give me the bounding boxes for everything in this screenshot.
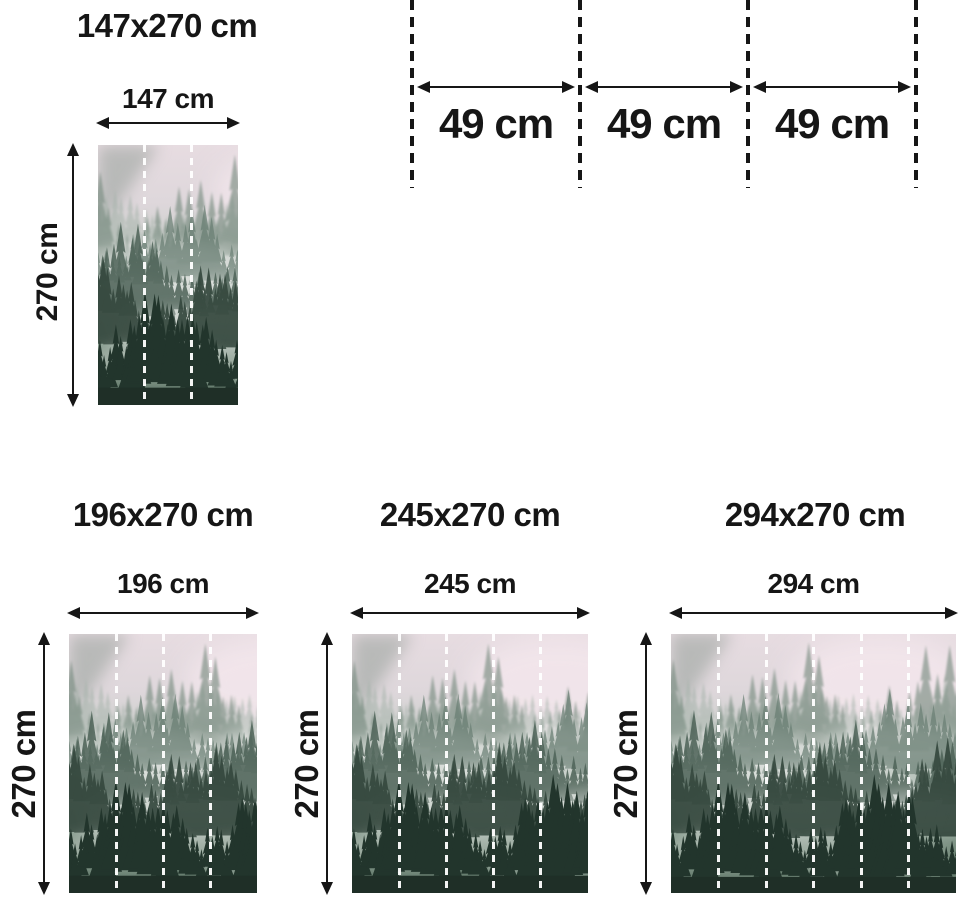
horizontal-arrow-icon xyxy=(753,81,911,93)
vertical-arrow-icon xyxy=(38,632,50,895)
panel-cut-line xyxy=(914,0,918,188)
variant-title-147: 147x270 cm xyxy=(76,7,258,44)
horizontal-arrow-icon xyxy=(67,607,259,619)
mural-preview-294 xyxy=(671,634,956,893)
vertical-arrow-icon xyxy=(321,632,333,895)
panel-seam-line xyxy=(907,634,910,893)
variant-title-245: 245x270 cm xyxy=(379,496,561,533)
vertical-arrow-icon xyxy=(67,143,79,407)
panel-seam-line xyxy=(812,634,815,893)
panel-seam-line xyxy=(764,634,768,893)
panel-cut-line xyxy=(746,0,750,188)
foggy-forest-image xyxy=(98,145,238,405)
panel-seam-line xyxy=(492,634,496,893)
vertical-arrow-icon xyxy=(640,632,652,895)
panel-seam-line xyxy=(143,145,147,405)
panel-seam-line xyxy=(444,634,448,893)
mural-preview-245 xyxy=(352,634,588,893)
width-label-196: 196 cm xyxy=(117,568,209,599)
panel-seam-line xyxy=(189,145,193,405)
height-label-147: 270 cm xyxy=(31,222,64,322)
panel-cut-line xyxy=(578,0,582,188)
variant-title-196: 196x270 cm xyxy=(72,496,254,533)
width-label-245: 245 cm xyxy=(424,568,516,599)
panel-seam-line xyxy=(114,634,118,893)
width-label-294: 294 cm xyxy=(767,568,860,599)
panel-seam-line xyxy=(859,634,863,893)
panel-seam-line xyxy=(539,634,543,893)
foggy-forest-image xyxy=(352,634,588,893)
segment-width-label: 49 cm xyxy=(606,100,722,147)
width-label-147: 147 cm xyxy=(122,83,214,114)
height-label-294: 270 cm xyxy=(607,709,644,819)
segment-width-label: 49 cm xyxy=(438,100,554,147)
panel-seam-line xyxy=(161,634,165,893)
height-label-245: 270 cm xyxy=(288,709,325,819)
horizontal-arrow-icon xyxy=(669,607,958,619)
horizontal-arrow-icon xyxy=(350,607,590,619)
horizontal-arrow-icon xyxy=(96,117,240,129)
panel-seam-line xyxy=(397,634,401,893)
mural-preview-147 xyxy=(98,145,238,405)
panel-cut-line xyxy=(410,0,414,188)
height-label-196: 270 cm xyxy=(5,709,42,819)
mural-preview-196 xyxy=(69,634,257,893)
panel-seam-line xyxy=(717,634,720,893)
horizontal-arrow-icon xyxy=(417,81,575,93)
variant-title-294: 294x270 cm xyxy=(724,496,906,533)
horizontal-arrow-icon xyxy=(585,81,743,93)
segment-width-label: 49 cm xyxy=(774,100,890,147)
panel-seam-line xyxy=(208,634,212,893)
